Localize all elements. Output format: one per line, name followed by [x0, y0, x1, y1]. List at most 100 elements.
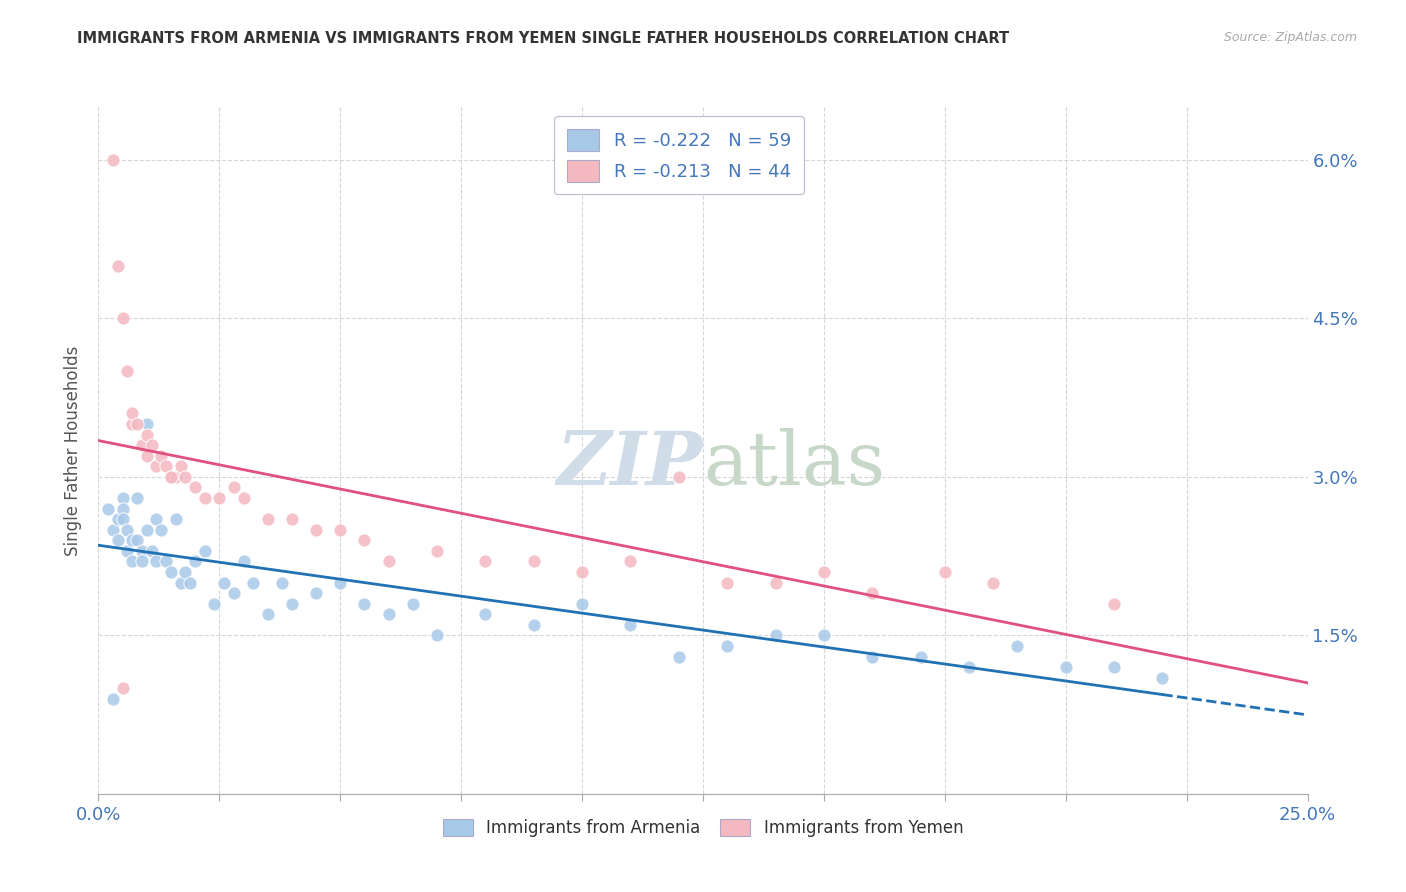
Point: [141, 544, 163, 558]
Point: [957, 660, 980, 674]
Point: [97, 501, 120, 516]
Point: [765, 575, 787, 590]
Point: [131, 544, 153, 558]
Point: [353, 597, 375, 611]
Point: [101, 691, 124, 706]
Point: [160, 565, 183, 579]
Y-axis label: Single Father Households: Single Father Households: [65, 345, 83, 556]
Point: [765, 628, 787, 642]
Point: [107, 533, 129, 548]
Point: [232, 554, 254, 568]
Point: [111, 311, 134, 326]
Point: [111, 681, 134, 696]
Point: [222, 480, 245, 494]
Legend: Immigrants from Armenia, Immigrants from Yemen: Immigrants from Armenia, Immigrants from…: [433, 809, 973, 847]
Point: [256, 607, 278, 622]
Point: [329, 523, 352, 537]
Point: [150, 523, 173, 537]
Point: [668, 470, 690, 484]
Point: [121, 554, 143, 568]
Point: [117, 544, 139, 558]
Point: [169, 459, 191, 474]
Text: IMMIGRANTS FROM ARMENIA VS IMMIGRANTS FROM YEMEN SINGLE FATHER HOUSEHOLDS CORREL: IMMIGRANTS FROM ARMENIA VS IMMIGRANTS FR…: [77, 31, 1010, 46]
Point: [860, 649, 883, 664]
Point: [1152, 671, 1174, 685]
Point: [860, 586, 883, 600]
Text: Source: ZipAtlas.com: Source: ZipAtlas.com: [1223, 31, 1357, 45]
Point: [174, 470, 197, 484]
Point: [281, 597, 304, 611]
Point: [204, 597, 226, 611]
Point: [101, 153, 124, 167]
Point: [121, 417, 143, 431]
Point: [934, 565, 956, 579]
Point: [1007, 639, 1029, 653]
Point: [117, 364, 139, 378]
Point: [107, 512, 129, 526]
Point: [160, 470, 183, 484]
Point: [117, 523, 139, 537]
Point: [426, 628, 449, 642]
Point: [101, 523, 124, 537]
Point: [1102, 660, 1125, 674]
Point: [377, 607, 399, 622]
Point: [981, 575, 1004, 590]
Point: [111, 512, 134, 526]
Point: [145, 554, 167, 568]
Point: [135, 417, 157, 431]
Point: [127, 417, 149, 431]
Point: [271, 575, 294, 590]
Point: [668, 649, 690, 664]
Point: [141, 438, 163, 452]
Text: atlas: atlas: [703, 427, 886, 500]
Point: [212, 575, 235, 590]
Point: [184, 554, 207, 568]
Point: [194, 544, 217, 558]
Point: [111, 491, 134, 505]
Point: [813, 628, 835, 642]
Point: [179, 575, 201, 590]
Point: [111, 501, 134, 516]
Point: [135, 449, 157, 463]
Point: [135, 427, 157, 442]
Point: [165, 512, 187, 526]
Point: [131, 554, 153, 568]
Point: [329, 575, 352, 590]
Point: [174, 565, 197, 579]
Point: [474, 554, 496, 568]
Point: [571, 597, 593, 611]
Text: ZIP: ZIP: [557, 428, 703, 500]
Point: [1054, 660, 1077, 674]
Point: [619, 554, 641, 568]
Point: [194, 491, 217, 505]
Point: [377, 554, 399, 568]
Point: [155, 459, 177, 474]
Point: [232, 491, 254, 505]
Point: [1102, 597, 1125, 611]
Point: [135, 523, 157, 537]
Point: [353, 533, 375, 548]
Point: [169, 575, 191, 590]
Point: [474, 607, 496, 622]
Point: [184, 480, 207, 494]
Point: [121, 533, 143, 548]
Point: [523, 617, 546, 632]
Point: [402, 597, 425, 611]
Point: [121, 407, 143, 421]
Point: [222, 586, 245, 600]
Point: [426, 544, 449, 558]
Point: [145, 459, 167, 474]
Point: [716, 575, 738, 590]
Point: [619, 617, 641, 632]
Point: [305, 586, 328, 600]
Point: [127, 491, 149, 505]
Point: [256, 512, 278, 526]
Point: [281, 512, 304, 526]
Point: [523, 554, 546, 568]
Point: [107, 259, 129, 273]
Point: [145, 512, 167, 526]
Point: [131, 438, 153, 452]
Point: [910, 649, 932, 664]
Point: [127, 533, 149, 548]
Point: [150, 449, 173, 463]
